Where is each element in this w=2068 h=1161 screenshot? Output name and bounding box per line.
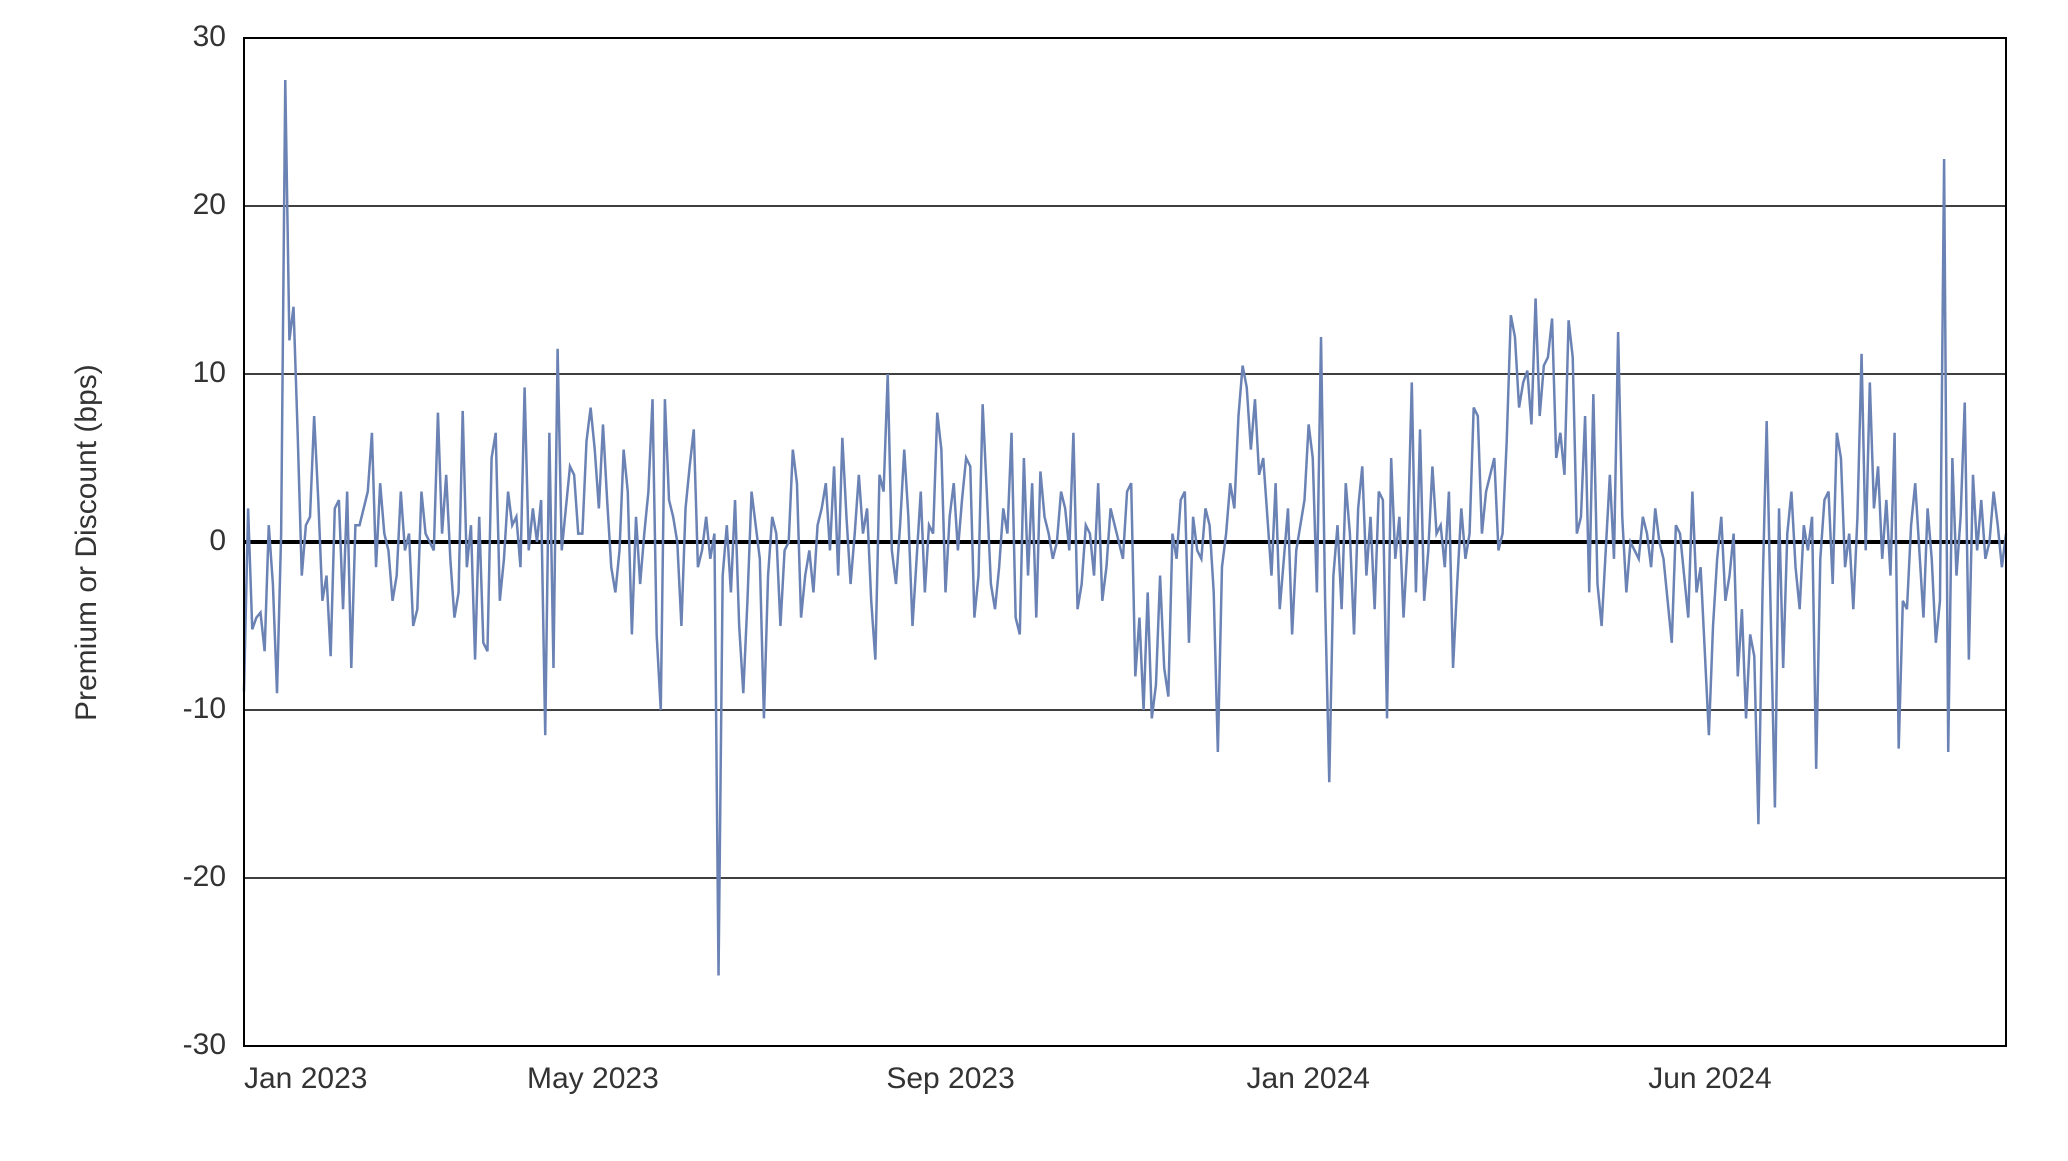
y-tick-label: 10 [193,356,226,389]
y-tick-label: 30 [193,20,226,53]
x-tick-label: May 2023 [527,1062,659,1095]
y-tick-label: -10 [183,692,226,725]
x-tick-label: Jun 2024 [1648,1062,1771,1095]
y-axis-title: Premium or Discount (bps) [70,364,104,721]
line-chart: -30 -20 -10 0 10 20 30 Jan 2023 May 2023 Sep 2023… [0,0,2068,1161]
x-tick-label: Sep 2023 [886,1062,1014,1095]
y-tick-label: -30 [183,1028,226,1061]
chart-svg: -30 -20 -10 0 10 20 30 Jan 2023 May 2023 Sep 2023… [0,0,2068,1161]
x-tick-label: Jan 2023 [244,1062,367,1095]
y-tick-label: -20 [183,860,226,893]
y-tick-label: 0 [209,524,226,557]
x-tick-label: Jan 2024 [1247,1062,1370,1095]
y-tick-label: 20 [193,188,226,221]
